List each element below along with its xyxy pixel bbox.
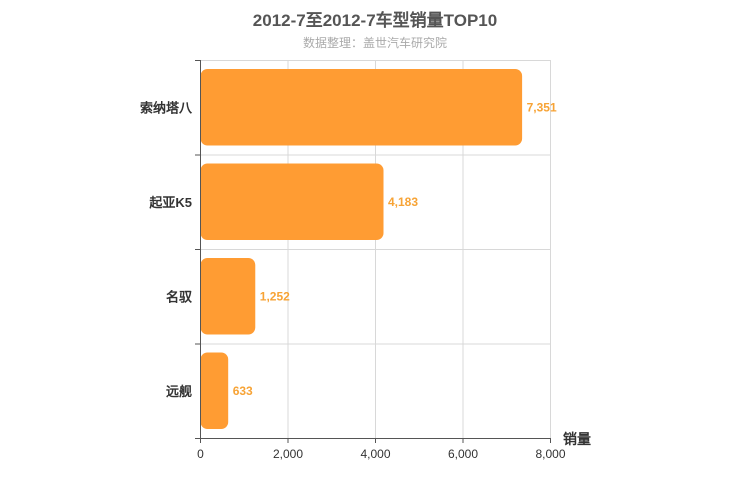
y-tick-label: 索纳塔八 <box>140 100 193 115</box>
bar <box>200 69 523 146</box>
data-label: 4,183 <box>388 195 418 209</box>
x-tick-label: 8,000 <box>535 447 565 461</box>
bar <box>200 352 229 429</box>
chart-title: 2012-7至2012-7车型销量TOP10 <box>252 11 498 30</box>
data-label: 7,351 <box>527 100 557 114</box>
y-tick-label: 名驭 <box>166 289 193 304</box>
chart-subtitle: 数据整理：盖世汽车研究院 <box>302 36 447 50</box>
y-tick-label: 起亚K5 <box>148 195 192 210</box>
data-label: 633 <box>233 384 253 398</box>
bar <box>200 163 384 240</box>
bar <box>200 258 256 335</box>
data-label: 1,252 <box>260 289 290 303</box>
x-tick-label: 2,000 <box>273 447 303 461</box>
x-axis-title: 销量 <box>563 431 591 447</box>
x-tick-label: 4,000 <box>360 447 390 461</box>
x-tick-label: 6,000 <box>448 447 478 461</box>
y-tick-label: 远舰 <box>166 384 192 399</box>
x-tick-label: 0 <box>197 447 204 461</box>
bars: 7,351 4,183 1,252 633 <box>200 69 557 429</box>
